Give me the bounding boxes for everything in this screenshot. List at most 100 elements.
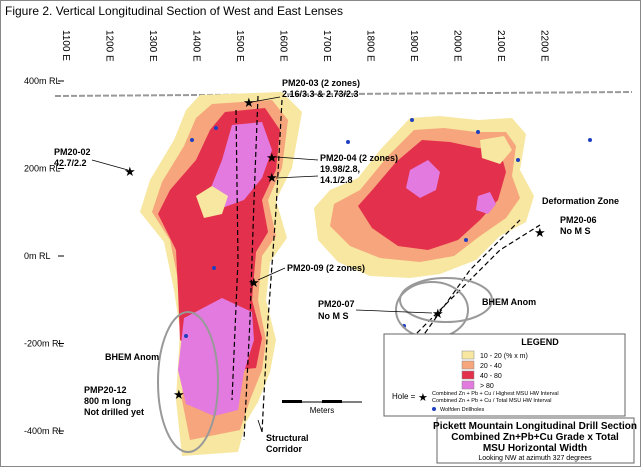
easting-label: 1400 E: [191, 30, 202, 62]
bhem-anomaly: [399, 277, 493, 323]
scale-block: [322, 400, 342, 403]
dot: [410, 118, 414, 122]
topography: [54, 91, 633, 97]
annotation: PM20-03 (2 zones): [282, 78, 360, 88]
annotation: No M S: [560, 226, 591, 236]
title-block-line: Combined Zn+Pb+Cu Grade x Total: [451, 432, 619, 443]
easting-label: 1900 E: [408, 30, 419, 62]
leader: [275, 175, 319, 179]
easting-label: 2000 E: [452, 30, 463, 62]
annotation: PM20-06: [560, 215, 597, 225]
title-block-line: Pickett Mountain Longitudinal Drill Sect…: [433, 421, 637, 432]
star: ★: [534, 225, 546, 240]
dot: [346, 140, 350, 144]
annotation: 42.7/2.2: [54, 158, 87, 168]
dot: [464, 238, 468, 242]
annotation: PM20-09 (2 zones): [287, 263, 365, 273]
easting-label: 1200 E: [104, 30, 115, 62]
annotation: BHEM Anom: [105, 352, 159, 362]
title-block: Pickett Mountain Longitudinal Drill Sect…: [433, 417, 637, 464]
elevation-label: 0m RL: [24, 251, 51, 261]
hole-note: Combined Zn + Pb + Cu / Total MSU HW Int…: [432, 398, 551, 404]
annotation: PM20-04 (2 zones): [320, 153, 398, 163]
drill-trace: [231, 109, 239, 401]
star: ★: [124, 164, 136, 179]
annotation: Deformation Zone: [542, 196, 619, 206]
title-block-box: [436, 417, 635, 464]
legend-swatch: [461, 380, 475, 390]
elevation-labels: 400m RL 200m RL 0m RL -200m RL -400m RL: [24, 76, 64, 436]
legend-swatch: [461, 360, 475, 370]
legend-title: LEGEND: [521, 337, 559, 347]
elevation-label: 400m RL: [24, 76, 61, 86]
zone-over-80: [406, 160, 440, 198]
annotation: No M S: [318, 311, 349, 321]
annotation: 2.16/3.3 & 2.73/2.3: [282, 89, 359, 99]
scale-block: [282, 400, 302, 403]
easting-label: 1500 E: [234, 30, 245, 62]
drill-trace: [243, 95, 259, 441]
leader: [355, 309, 433, 314]
leader: [251, 96, 281, 103]
zone-10-20: [480, 136, 512, 164]
annotation: Structural: [266, 433, 309, 443]
scale-bar: Meters: [282, 400, 362, 415]
zone-40-80: [358, 140, 506, 250]
wolfden-dot: [432, 407, 436, 411]
easting-label: 1600 E: [278, 30, 289, 62]
easting-label: 2100 E: [495, 30, 506, 62]
leader: [275, 156, 319, 161]
scale-label: Meters: [310, 406, 334, 415]
annotation: 800 m long: [84, 396, 131, 406]
annotation: PM20-02: [54, 147, 91, 157]
legend-label: 40 - 80: [480, 373, 502, 380]
zone-10-20: [196, 186, 228, 218]
hole-note: Combined Zn + Pb + Cu / Highest MSU HW I…: [432, 391, 559, 397]
title-block-note: Looking NW at azimuth 327 degrees: [478, 455, 592, 462]
annotation: PMP20-12: [84, 385, 127, 395]
star: ★: [266, 150, 278, 165]
legend-items: 10 - 20 (% x m) 20 - 40 40 - 80 > 80: [461, 350, 528, 390]
star: ★: [266, 170, 278, 185]
bhem-anomaly: [157, 311, 219, 453]
elevation-label: -400m RL: [24, 426, 64, 436]
drill-trace: [399, 224, 541, 351]
annotation: BHEM Anom: [482, 297, 536, 307]
easting-label: 2200 E: [539, 30, 550, 62]
dot: [212, 266, 216, 270]
title-block-line: MSU Horizontal Width: [483, 443, 587, 454]
hole-stars: ★ ★ ★ ★ ★ ★ ★ ★: [124, 95, 546, 402]
annotations: PM20-03 (2 zones) 2.16/3.3 & 2.73/2.3 PM…: [54, 78, 619, 454]
legend: LEGEND 10 - 20 (% x m) 20 - 40 40 - 80 > 80…: [383, 333, 626, 417]
leader: [257, 419, 263, 433]
legend-swatch: [461, 370, 475, 380]
dot: [184, 334, 188, 338]
legend-box: [383, 333, 626, 417]
easting-label: 1700 E: [321, 30, 332, 62]
legend-swatch: [461, 350, 475, 360]
star: ★: [243, 95, 255, 110]
dot: [190, 138, 194, 142]
leader: [257, 267, 286, 281]
hole-star: ★: [418, 392, 428, 404]
zone-over-80: [210, 122, 272, 208]
star: ★: [173, 387, 185, 402]
annotation: Corridor: [266, 444, 302, 454]
dot: [214, 126, 218, 130]
hole-label: Hole =: [392, 392, 416, 401]
dot: [516, 158, 520, 162]
star: ★: [432, 306, 444, 321]
annotation: Not drilled yet: [84, 407, 144, 417]
east-lens: [314, 116, 534, 278]
legend-label: 10 - 20 (% x m): [480, 353, 528, 360]
dot: [588, 138, 592, 142]
elevation-label: -200m RL: [24, 339, 64, 349]
star: ★: [248, 275, 260, 290]
annotation: PM20-07: [318, 299, 355, 309]
leader: [91, 159, 129, 171]
easting-label: 1300 E: [147, 30, 158, 62]
easting-label: 1100 E: [60, 30, 71, 61]
easting-label: 1800 E: [365, 30, 376, 62]
annotation: 19.98/2.8,: [320, 164, 360, 174]
